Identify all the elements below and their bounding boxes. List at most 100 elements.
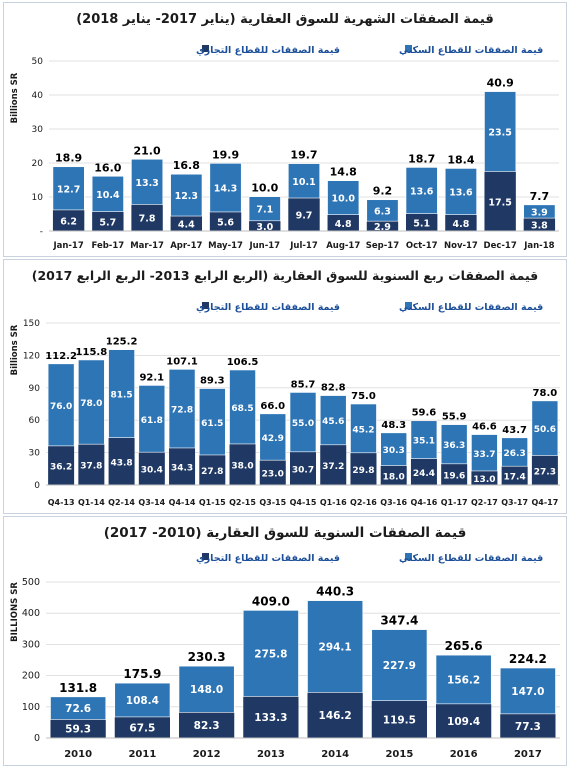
bar-commercial bbox=[371, 700, 428, 738]
x-tick-label: Jul-17 bbox=[289, 241, 318, 251]
data-label-total: 14.8 bbox=[330, 166, 357, 179]
bar-commercial bbox=[170, 216, 202, 231]
bar-residential bbox=[288, 163, 320, 199]
data-label-total: 75.0 bbox=[351, 391, 376, 402]
data-label-residential: 13.6 bbox=[449, 188, 473, 199]
data-label-residential: 72.8 bbox=[171, 406, 193, 416]
y-tick-label: 40 bbox=[32, 91, 44, 101]
data-label-total: 131.8 bbox=[59, 681, 97, 695]
data-label-commercial: 3.8 bbox=[531, 221, 548, 232]
x-tick-label: 2015 bbox=[385, 749, 413, 760]
chart-title: قيمة الصفقات السنوية للسوق العقارية (201… bbox=[104, 525, 467, 541]
data-label-residential: 45.2 bbox=[352, 425, 374, 435]
bar-residential bbox=[410, 420, 438, 459]
x-tick-label: 2012 bbox=[193, 749, 221, 760]
bar-commercial bbox=[131, 204, 163, 231]
data-label-total: 21.0 bbox=[134, 144, 161, 157]
data-label-residential: 33.7 bbox=[473, 450, 495, 460]
y-axis-label: Billions SR bbox=[10, 324, 20, 375]
y-tick-label: 10 bbox=[32, 193, 44, 203]
data-label-total: 18.7 bbox=[408, 152, 435, 165]
bar-commercial bbox=[523, 218, 556, 231]
x-tick-label: Jan-18 bbox=[523, 241, 554, 251]
data-label-residential: 30.3 bbox=[383, 446, 405, 456]
bar-residential bbox=[242, 610, 299, 697]
y-tick-label: 400 bbox=[22, 608, 40, 619]
bar-residential bbox=[209, 163, 242, 213]
bar-commercial bbox=[78, 444, 105, 485]
bar-residential bbox=[350, 403, 377, 454]
data-label-residential: 108.4 bbox=[126, 695, 159, 707]
x-tick-label: Q4-13 bbox=[48, 498, 75, 507]
data-label-residential: 6.3 bbox=[374, 206, 391, 217]
data-label-total: 78.0 bbox=[533, 388, 558, 399]
bar-residential bbox=[435, 654, 492, 705]
bar-residential bbox=[444, 168, 477, 215]
bar-commercial bbox=[229, 443, 256, 485]
data-label-total: 89.3 bbox=[200, 376, 225, 387]
data-label-commercial: 146.2 bbox=[319, 710, 352, 722]
bar-commercial bbox=[327, 214, 359, 231]
bar-residential bbox=[178, 665, 235, 713]
bar-residential bbox=[131, 158, 164, 205]
x-tick-label: Mar-17 bbox=[130, 241, 164, 251]
data-label-residential: 55.0 bbox=[292, 419, 314, 429]
data-label-residential: 35.1 bbox=[413, 437, 435, 447]
data-label-commercial: 34.3 bbox=[171, 463, 193, 473]
data-label-commercial: 82.3 bbox=[194, 720, 220, 732]
x-tick-label: Q3-16 bbox=[380, 498, 407, 507]
data-label-residential: 227.9 bbox=[383, 660, 416, 672]
data-label-commercial: 29.8 bbox=[352, 466, 374, 476]
data-label-commercial: 24.4 bbox=[413, 469, 435, 479]
data-label-total: 10.0 bbox=[251, 182, 278, 195]
data-label-total: 107.1 bbox=[166, 356, 198, 367]
data-label-total: 347.4 bbox=[380, 614, 418, 628]
x-tick-label: Q2-15 bbox=[229, 498, 256, 507]
data-label-total: 112.2 bbox=[45, 351, 77, 362]
data-label-residential: 7.1 bbox=[256, 205, 273, 216]
x-tick-label: 2013 bbox=[257, 749, 285, 760]
bar-commercial bbox=[445, 214, 477, 231]
data-label-total: 82.8 bbox=[321, 383, 346, 394]
y-tick-label: 300 bbox=[22, 639, 40, 650]
data-label-commercial: 43.8 bbox=[110, 458, 132, 468]
y-tick-label: 50 bbox=[32, 57, 44, 67]
annual-chart-panel: قيمة الصفقات السنوية للسوق العقارية (201… bbox=[3, 516, 567, 766]
bar-residential bbox=[327, 180, 360, 215]
x-tick-label: Aug-17 bbox=[326, 241, 360, 251]
data-label-commercial: 133.3 bbox=[254, 712, 287, 724]
bar-residential bbox=[307, 600, 364, 693]
data-label-total: 92.1 bbox=[139, 372, 164, 383]
x-tick-label: Q3-15 bbox=[259, 498, 286, 507]
data-label-commercial: 13.0 bbox=[473, 475, 495, 485]
bar-residential bbox=[50, 696, 107, 720]
data-label-commercial: 37.8 bbox=[80, 462, 102, 472]
data-label-commercial: 59.3 bbox=[65, 724, 91, 736]
quarterly-chart-panel: قيمة الصفقات ربع السنوية للسوق العقارية … bbox=[3, 259, 567, 514]
y-tick-label: 100 bbox=[22, 702, 40, 713]
data-label-total: 265.6 bbox=[445, 639, 483, 653]
data-label-commercial: 7.8 bbox=[139, 214, 156, 225]
y-tick-label: 500 bbox=[22, 577, 40, 588]
bar-commercial bbox=[108, 437, 135, 485]
data-label-total: 18.4 bbox=[447, 153, 474, 166]
data-label-residential: 61.8 bbox=[141, 416, 163, 426]
data-label-commercial: 5.7 bbox=[99, 217, 116, 228]
bar-commercial bbox=[471, 470, 498, 485]
x-tick-label: Q3-17 bbox=[501, 498, 528, 507]
bar-commercial bbox=[288, 198, 320, 231]
data-label-commercial: 27.8 bbox=[201, 467, 223, 477]
bar-residential bbox=[440, 424, 468, 465]
data-label-total: 46.6 bbox=[472, 422, 497, 433]
chart-3: قيمة الصفقات السنوية للسوق العقارية (201… bbox=[10, 525, 560, 760]
y-axis-label: BILLIONS SR bbox=[10, 582, 20, 642]
bar-commercial bbox=[484, 171, 516, 231]
bar-commercial bbox=[441, 463, 468, 485]
data-label-residential: 147.0 bbox=[511, 686, 544, 698]
y-tick-label: 0 bbox=[34, 481, 40, 491]
bar-commercial bbox=[406, 213, 438, 231]
bar-commercial bbox=[249, 220, 281, 231]
legend-label: قيمة الصفقات للقطاع التجاري bbox=[196, 553, 340, 564]
bar-commercial bbox=[380, 465, 407, 485]
data-label-residential: 78.0 bbox=[80, 399, 102, 409]
